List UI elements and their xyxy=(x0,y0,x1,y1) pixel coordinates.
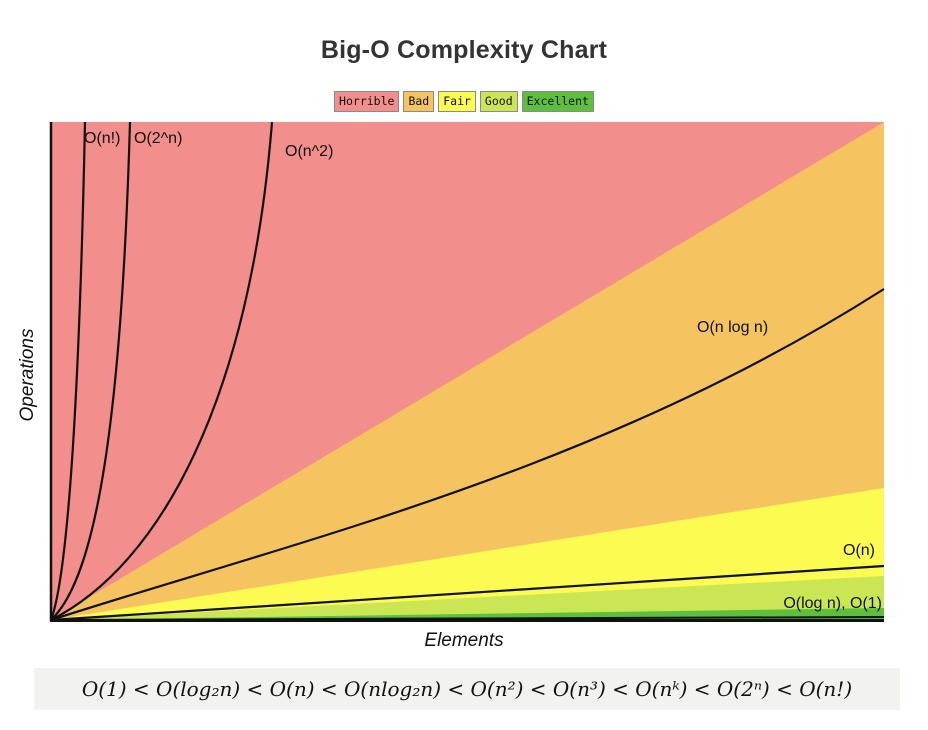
legend-item-excellent: Excellent xyxy=(521,91,594,112)
curve-o-n-log-n- xyxy=(50,288,885,622)
curve-o-n-2- xyxy=(50,121,274,621)
regions-group xyxy=(51,122,884,620)
legend-item-fair: Fair xyxy=(438,91,476,112)
legend: Horrible Bad Fair Good Excellent xyxy=(0,91,928,112)
chart-title: Big-O Complexity Chart xyxy=(320,36,608,64)
curves-group xyxy=(49,121,885,622)
label-o-n-log-n-: O(n log n) xyxy=(697,319,768,336)
curve-o-2-n- xyxy=(50,121,132,621)
legend-item-good: Good xyxy=(479,91,518,112)
curve-o-n- xyxy=(49,121,87,621)
curve-o-n- xyxy=(50,564,885,622)
y-axis-label: Operations xyxy=(17,328,38,422)
series-labels-group: O(n!) O(2^n) O(n^2) O(n log n) O(n) O(log n),… xyxy=(84,130,882,612)
label-o-n-: O(n) xyxy=(843,542,875,559)
region-good xyxy=(51,576,884,620)
region-bad xyxy=(51,122,884,620)
label-o-n-: O(n!) xyxy=(84,130,120,147)
complexity-order-formula: O(1) < O(log₂n) < O(n) < O(nlog₂n) < O(n… xyxy=(34,668,900,710)
label-o-n-2-: O(n^2) xyxy=(285,143,333,160)
label-o-log-n-o-1-: O(log n), O(1) xyxy=(783,595,882,612)
x-axis-label: Elements xyxy=(424,630,504,651)
axes-group xyxy=(49,122,884,622)
legend-item-horrible: Horrible xyxy=(334,91,400,112)
legend-item-bad: Bad xyxy=(403,91,435,112)
label-o-2-n-: O(2^n) xyxy=(134,130,182,147)
